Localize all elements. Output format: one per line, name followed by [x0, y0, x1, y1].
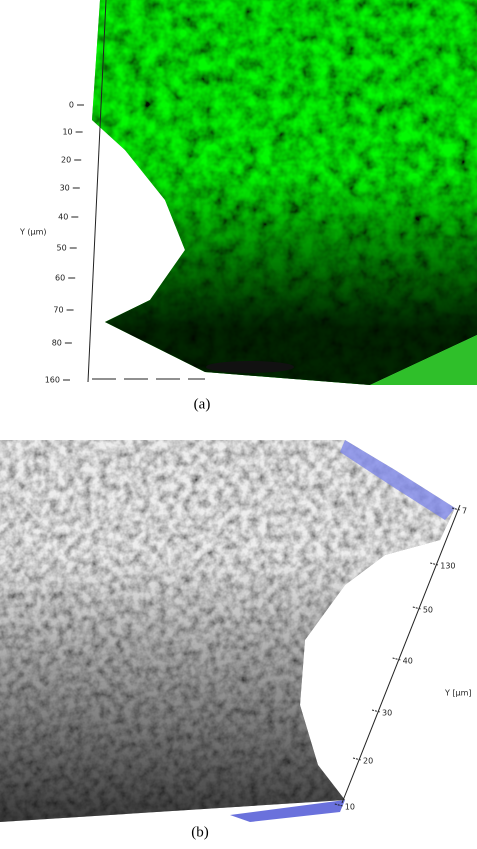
- tick-label: 30: [60, 184, 70, 193]
- tick-label: 40: [403, 657, 413, 666]
- axis-label: Y [µm]: [444, 689, 472, 698]
- tick-label: 10: [62, 128, 72, 137]
- caption: (a): [194, 396, 211, 412]
- tick-label: 130: [440, 562, 455, 571]
- panel-b-render: [0, 440, 460, 822]
- tick-label: 40: [58, 213, 68, 222]
- tick-label: 30: [382, 709, 392, 718]
- tick-label: 60: [55, 274, 65, 283]
- tick-label: 160: [45, 376, 60, 385]
- axis-label: Y (µm): [19, 228, 47, 237]
- tick-label: 7: [462, 507, 467, 516]
- figure: 0 10 20 30 40 50 60 70 80 160 Y (µm) (a) 7 130 50 40…: [0, 0, 477, 844]
- tick-label: 70: [53, 306, 63, 315]
- panel-a-render: [88, 0, 477, 385]
- tick-label: 80: [52, 339, 62, 348]
- tick-label: 20: [61, 156, 71, 165]
- tick-label: 10: [345, 803, 355, 812]
- page: 0 10 20 30 40 50 60 70 80 160 Y (µm) (a) 7 130 50 40…: [0, 0, 477, 844]
- tick-label: 0: [69, 101, 74, 110]
- tick-label: 50: [423, 606, 433, 615]
- tick-label: 50: [57, 244, 67, 253]
- caption: (b): [191, 824, 209, 840]
- tick-label: 20: [363, 757, 373, 766]
